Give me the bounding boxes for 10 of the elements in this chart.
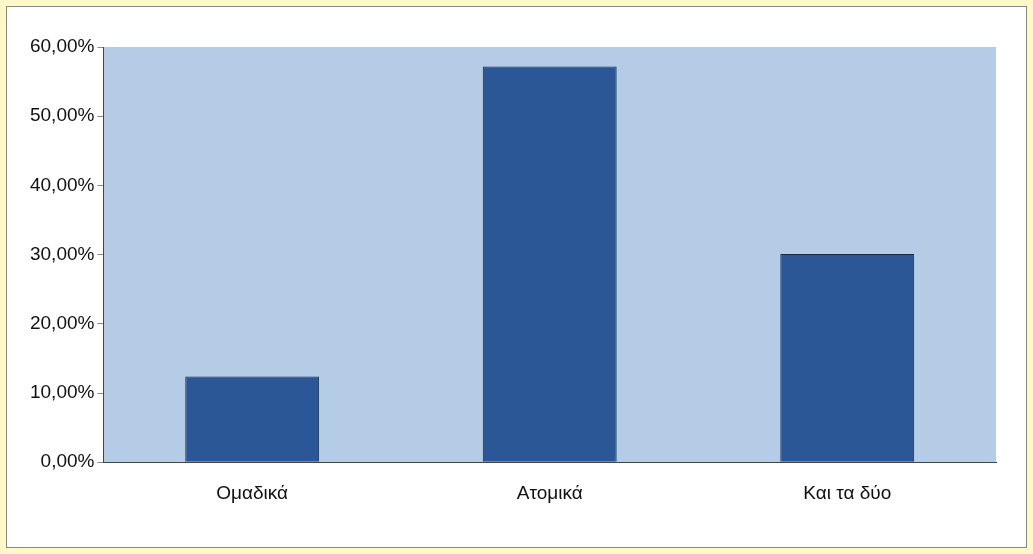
x-tick-label: Ομαδικά [216,481,289,503]
y-tick-label: 0,00% [40,450,95,472]
y-tick-label: 20,00% [29,312,95,334]
y-tick-label: 60,00% [29,35,95,57]
y-tick-label: 40,00% [29,173,95,195]
x-tick-label: Ατομικά [516,481,583,503]
x-tick-label: Και τα δύο [803,481,892,503]
y-tick-label: 50,00% [29,104,95,126]
y-tick-label: 30,00% [29,242,95,264]
y-tick-label: 10,00% [29,381,95,403]
